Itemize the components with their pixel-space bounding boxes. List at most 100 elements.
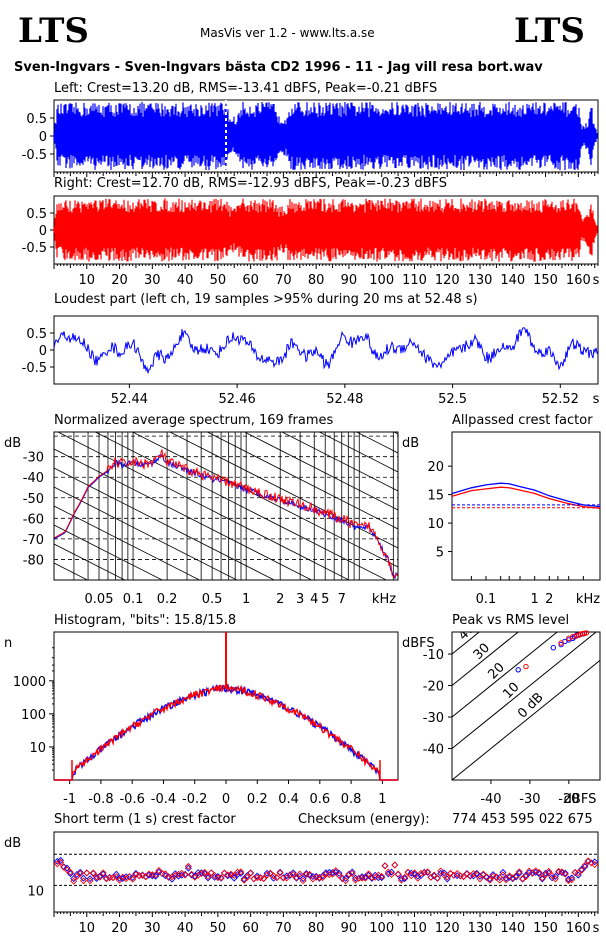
right-wave-xlabel: 130 xyxy=(468,273,493,288)
spectrum-xlabel: 0.1 xyxy=(123,592,144,607)
peakrms-diagonal xyxy=(452,632,481,655)
right-wave-ylabel: 0 xyxy=(39,224,47,239)
right-wave-xlabel: 30 xyxy=(144,273,161,288)
crest-xlabel: 160 xyxy=(566,921,591,936)
crest-xlabel: 130 xyxy=(468,921,493,936)
crest-right-point xyxy=(496,876,504,884)
crest-left-point xyxy=(361,873,369,881)
left-wave-ylabel: 0 xyxy=(39,130,47,145)
peak-rms-title: Peak vs RMS level xyxy=(452,613,570,628)
histogram-xlabel: 0.6 xyxy=(309,792,330,807)
loudest-ylabel: -0.5 xyxy=(22,361,47,376)
crest-left-point xyxy=(152,872,160,880)
crest-right-point xyxy=(424,868,432,876)
crest-right-point xyxy=(388,871,395,878)
crest-right-point xyxy=(227,870,235,878)
right-wave-xlabel: 100 xyxy=(369,273,394,288)
crest-left-point xyxy=(424,869,432,876)
histogram-ylabel: 1000 xyxy=(13,675,46,690)
loudest-xlabel: 52.52 xyxy=(542,392,579,407)
spectrum-xunit: kHz xyxy=(372,592,396,607)
crest-right-point xyxy=(70,877,78,885)
crest-xlabel: 110 xyxy=(402,921,427,936)
crest-xlabel: 150 xyxy=(533,921,558,936)
crest-right-point xyxy=(243,873,251,881)
crest-right-point xyxy=(411,869,418,877)
peakrms-diagonal-label: 10 xyxy=(500,680,522,702)
crest-right-point xyxy=(57,858,65,866)
crest-right-point xyxy=(499,871,507,879)
peakrms-diagonal-label: 20 xyxy=(486,660,508,682)
crest-right-point xyxy=(342,877,350,885)
crest-left-point xyxy=(401,875,409,883)
spectrum-xlabel: 0.2 xyxy=(157,592,178,607)
spectrum-title: Normalized average spectrum, 169 frames xyxy=(54,413,334,428)
loudest-part-title: Loudest part (left ch, 19 samples >95% d… xyxy=(54,292,478,307)
peakrms-ylabel-unit: dBFS xyxy=(402,636,435,651)
crest-right-point xyxy=(561,870,569,878)
crest-ylabel-unit: dB xyxy=(4,836,21,851)
crest-right-point xyxy=(542,871,550,879)
right-wave-xlabel: 140 xyxy=(500,273,525,288)
logo-right: LTS xyxy=(514,11,585,51)
crest-right-point xyxy=(378,872,386,880)
spectrum-ylabel: -70 xyxy=(23,533,44,548)
crest-right-point xyxy=(289,871,297,878)
peakrms-diagonal-label: 40 xyxy=(456,621,478,643)
loudest-xunit: s xyxy=(593,392,600,407)
right-wave-xlabel: 150 xyxy=(533,273,558,288)
spectrum-slope xyxy=(54,486,238,580)
crest-left-point xyxy=(240,875,248,883)
crest-right-point xyxy=(391,861,399,869)
crest-right-point xyxy=(329,870,337,878)
spectrum-ylabel: -50 xyxy=(23,492,44,507)
peakrms-left-point xyxy=(550,645,556,651)
crest-xlabel: 60 xyxy=(242,921,259,936)
histogram-xlabel: -0.6 xyxy=(119,792,144,807)
crest-right-point xyxy=(83,869,91,877)
peakrms-xunit: dBFS xyxy=(564,792,597,807)
crest-left-point xyxy=(214,873,222,880)
loudest-xlabel: 52.5 xyxy=(438,392,467,407)
crest-right-point xyxy=(276,869,284,877)
right-wave-ylabel: -0.5 xyxy=(22,241,47,256)
spectrum-ylabel: -80 xyxy=(23,553,44,568)
crest-right-point xyxy=(568,876,576,884)
crest-left-point xyxy=(440,869,448,877)
spectrum-xlabel: 7 xyxy=(338,592,346,607)
peakrms-right-point xyxy=(523,663,529,670)
crest-right-point xyxy=(443,873,451,881)
crest-right-point xyxy=(401,873,409,881)
histogram-title: Histogram, "bits": 15.8/15.8 xyxy=(54,613,237,628)
left-wave-ylabel: -0.5 xyxy=(22,148,47,163)
peakrms-diagonal xyxy=(452,659,600,780)
loudest-signal xyxy=(53,327,599,374)
peakrms-right-point xyxy=(583,630,590,636)
allpass-xlabel: 2 xyxy=(545,592,553,607)
logo-left: LTS xyxy=(18,11,89,51)
histogram-right-line xyxy=(54,682,398,781)
crest-right-point xyxy=(365,870,373,878)
app-title: MasVis ver 1.2 - www.lts.a.se xyxy=(200,26,375,40)
crest-right-point xyxy=(296,870,304,878)
crest-left-point xyxy=(348,868,356,876)
right-wave-xlabel: 10 xyxy=(78,273,95,288)
crest-xlabel: 30 xyxy=(144,921,161,936)
spectrum-xlabel: 0.5 xyxy=(202,592,223,607)
allpass-ylabel: 10 xyxy=(427,517,444,532)
spectrum-slope xyxy=(131,432,398,568)
right-wave-xlabel: 90 xyxy=(341,273,358,288)
spectrum-slope xyxy=(54,448,313,580)
spectrum-slope xyxy=(54,505,201,580)
crest-right-point xyxy=(76,870,84,878)
crest-left-point xyxy=(568,874,576,882)
crest-right-point xyxy=(538,874,546,882)
file-title: Sven-Ingvars - Sven-Ingvars bästa CD2 19… xyxy=(14,60,543,75)
crest-right-point xyxy=(129,875,137,883)
crest-right-point xyxy=(204,872,212,880)
peakrms-xlabel: -20 xyxy=(558,792,579,807)
crest-right-point xyxy=(476,875,484,883)
crest-xlabel: 10 xyxy=(78,921,95,936)
crest-left-point xyxy=(319,872,327,880)
crest-right-point xyxy=(116,876,123,884)
